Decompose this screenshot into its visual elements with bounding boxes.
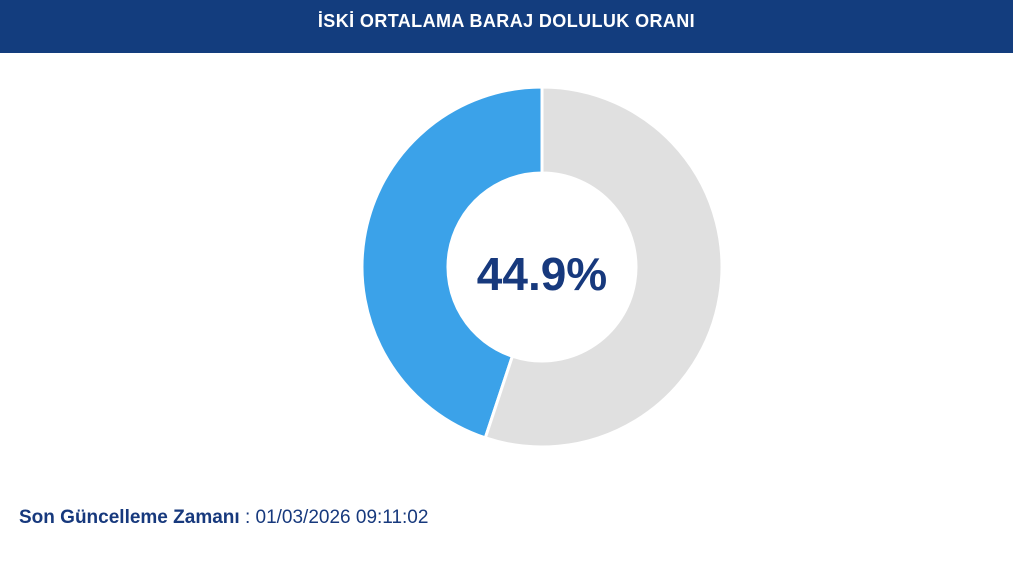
donut-chart-svg — [360, 85, 724, 449]
last-update-value: 01/03/2026 09:11:02 — [255, 507, 429, 528]
last-update-separator: : — [239, 507, 256, 528]
page-title: İSKİ ORTALAMA BARAJ DOLULUK ORANI — [317, 11, 696, 31]
donut-chart: 44.9% — [359, 84, 725, 450]
donut-slice-remainder — [483, 85, 724, 449]
last-update: Son Güncelleme Zamanı : 01/03/2026 09:11… — [19, 507, 428, 529]
last-update-label: Son Güncelleme Zamanı — [19, 507, 240, 528]
donut-slice-filled — [360, 85, 544, 440]
header-bar: İSKİ ORTALAMA BARAJ DOLULUK ORANI — [0, 0, 1013, 53]
